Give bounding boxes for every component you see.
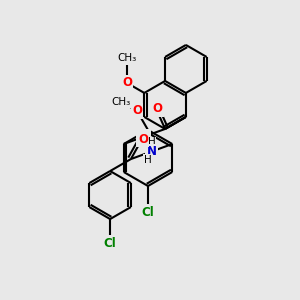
Text: O: O	[122, 76, 132, 89]
Text: O: O	[132, 104, 142, 117]
Text: O: O	[152, 103, 162, 116]
Text: H: H	[148, 137, 155, 148]
Text: Cl: Cl	[104, 236, 116, 250]
Text: CH₃: CH₃	[117, 53, 136, 63]
Text: CH₃: CH₃	[112, 97, 131, 107]
Text: O: O	[138, 133, 148, 146]
Text: H: H	[144, 154, 152, 164]
Text: Cl: Cl	[142, 206, 154, 218]
Text: N: N	[140, 130, 149, 143]
Text: N: N	[147, 145, 157, 158]
